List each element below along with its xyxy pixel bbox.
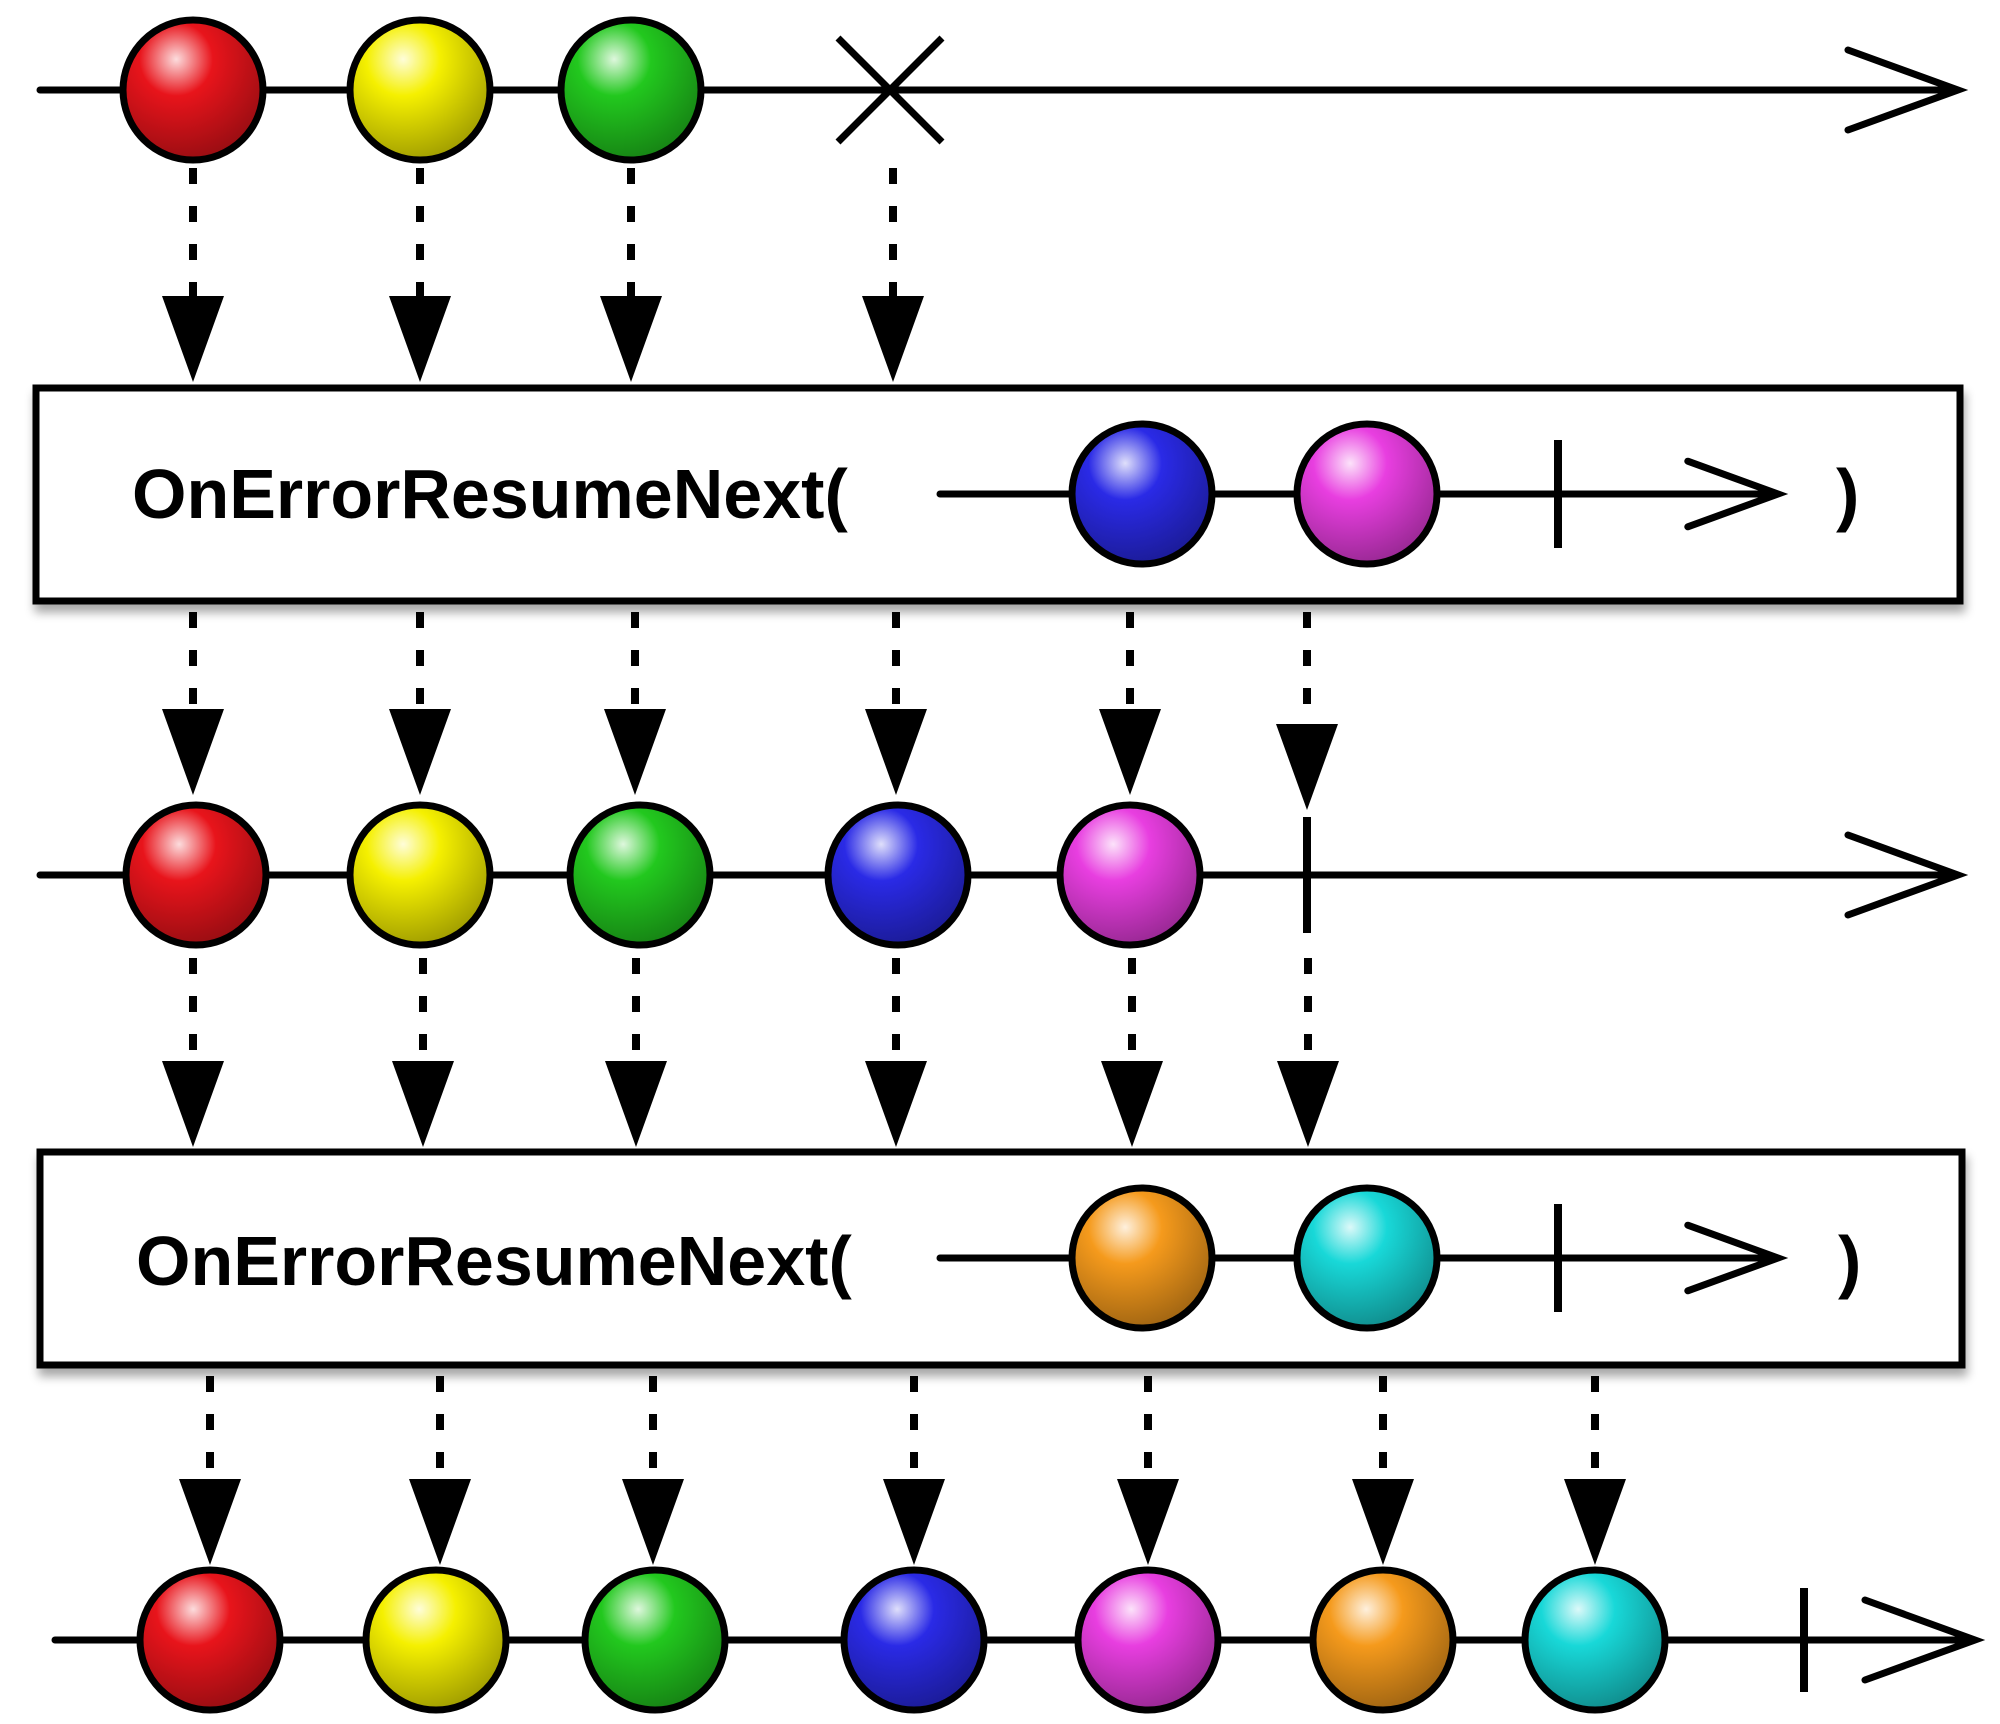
op1-inner-marble-blue <box>1068 420 1216 568</box>
operator-1-label: OnErrorResumeNext( <box>132 455 848 533</box>
arrow-source-to-op1-2 <box>600 168 662 382</box>
result-marble-yellow <box>362 1566 510 1714</box>
source-marble-yellow <box>346 16 494 164</box>
arrow-op2-to-result-5 <box>1352 1376 1414 1565</box>
result-marble-blue <box>840 1566 988 1714</box>
intermediate-marble-magenta <box>1056 801 1204 949</box>
timeline-lines <box>36 35 1986 1692</box>
arrow-op2-to-result-3 <box>883 1376 945 1565</box>
arrow-op2-to-result-0 <box>179 1376 241 1565</box>
arrow-op1-to-mid-5 <box>1276 612 1338 810</box>
source-marble-red <box>119 16 267 164</box>
arrow-op1-to-mid-1 <box>389 612 451 795</box>
result-timeline-arrowhead <box>1861 1596 1986 1684</box>
arrow-mid-to-op2-1 <box>392 958 454 1147</box>
intermediate-marble-yellow <box>346 801 494 949</box>
operator-1-close-paren: ) <box>1836 455 1859 533</box>
result-marble-red <box>136 1566 284 1714</box>
result-marble-magenta <box>1074 1566 1222 1714</box>
arrow-op2-to-result-2 <box>622 1376 684 1565</box>
result-marble-orange <box>1309 1566 1457 1714</box>
result-marble-cyan <box>1521 1566 1669 1714</box>
arrow-mid-to-op2-2 <box>605 958 667 1147</box>
dotted-arrows <box>162 168 1626 1565</box>
result-marble-green <box>581 1566 729 1714</box>
arrow-op2-to-result-4 <box>1117 1376 1179 1565</box>
op1-inner-marble-magenta <box>1293 420 1441 568</box>
arrow-source-to-op1-1 <box>389 168 451 382</box>
intermediate-marble-red <box>122 801 270 949</box>
arrow-mid-to-op2-3 <box>865 958 927 1147</box>
operator-2-label: OnErrorResumeNext( <box>136 1222 852 1300</box>
op2-inner-marble-orange <box>1068 1184 1216 1332</box>
source-marble-green <box>557 16 705 164</box>
op2-inner-arrowhead <box>1684 1221 1789 1295</box>
source-error-mark <box>835 35 945 145</box>
arrow-op2-to-result-6 <box>1564 1376 1626 1565</box>
op2-inner-marble-cyan <box>1293 1184 1441 1332</box>
source-timeline-arrowhead <box>1844 46 1969 134</box>
arrow-op1-to-mid-0 <box>162 612 224 795</box>
intermediate-marble-green <box>566 801 714 949</box>
arrow-mid-to-op2-4 <box>1101 958 1163 1147</box>
arrow-op1-to-mid-3 <box>865 612 927 795</box>
arrow-op1-to-mid-2 <box>604 612 666 795</box>
arrow-op2-to-result-1 <box>409 1376 471 1565</box>
operator-2-close-paren: ) <box>1838 1222 1861 1300</box>
arrow-source-to-op1-0 <box>162 168 224 382</box>
intermediate-marble-blue <box>824 801 972 949</box>
op1-inner-arrowhead <box>1684 457 1789 531</box>
arrow-mid-to-op2-0 <box>162 958 224 1147</box>
arrow-source-to-op1-3 <box>862 168 924 382</box>
arrow-op1-to-mid-4 <box>1099 612 1161 795</box>
marbles <box>119 16 1669 1714</box>
intermediate-timeline-arrowhead <box>1844 831 1969 919</box>
arrow-mid-to-op2-5 <box>1277 958 1339 1147</box>
